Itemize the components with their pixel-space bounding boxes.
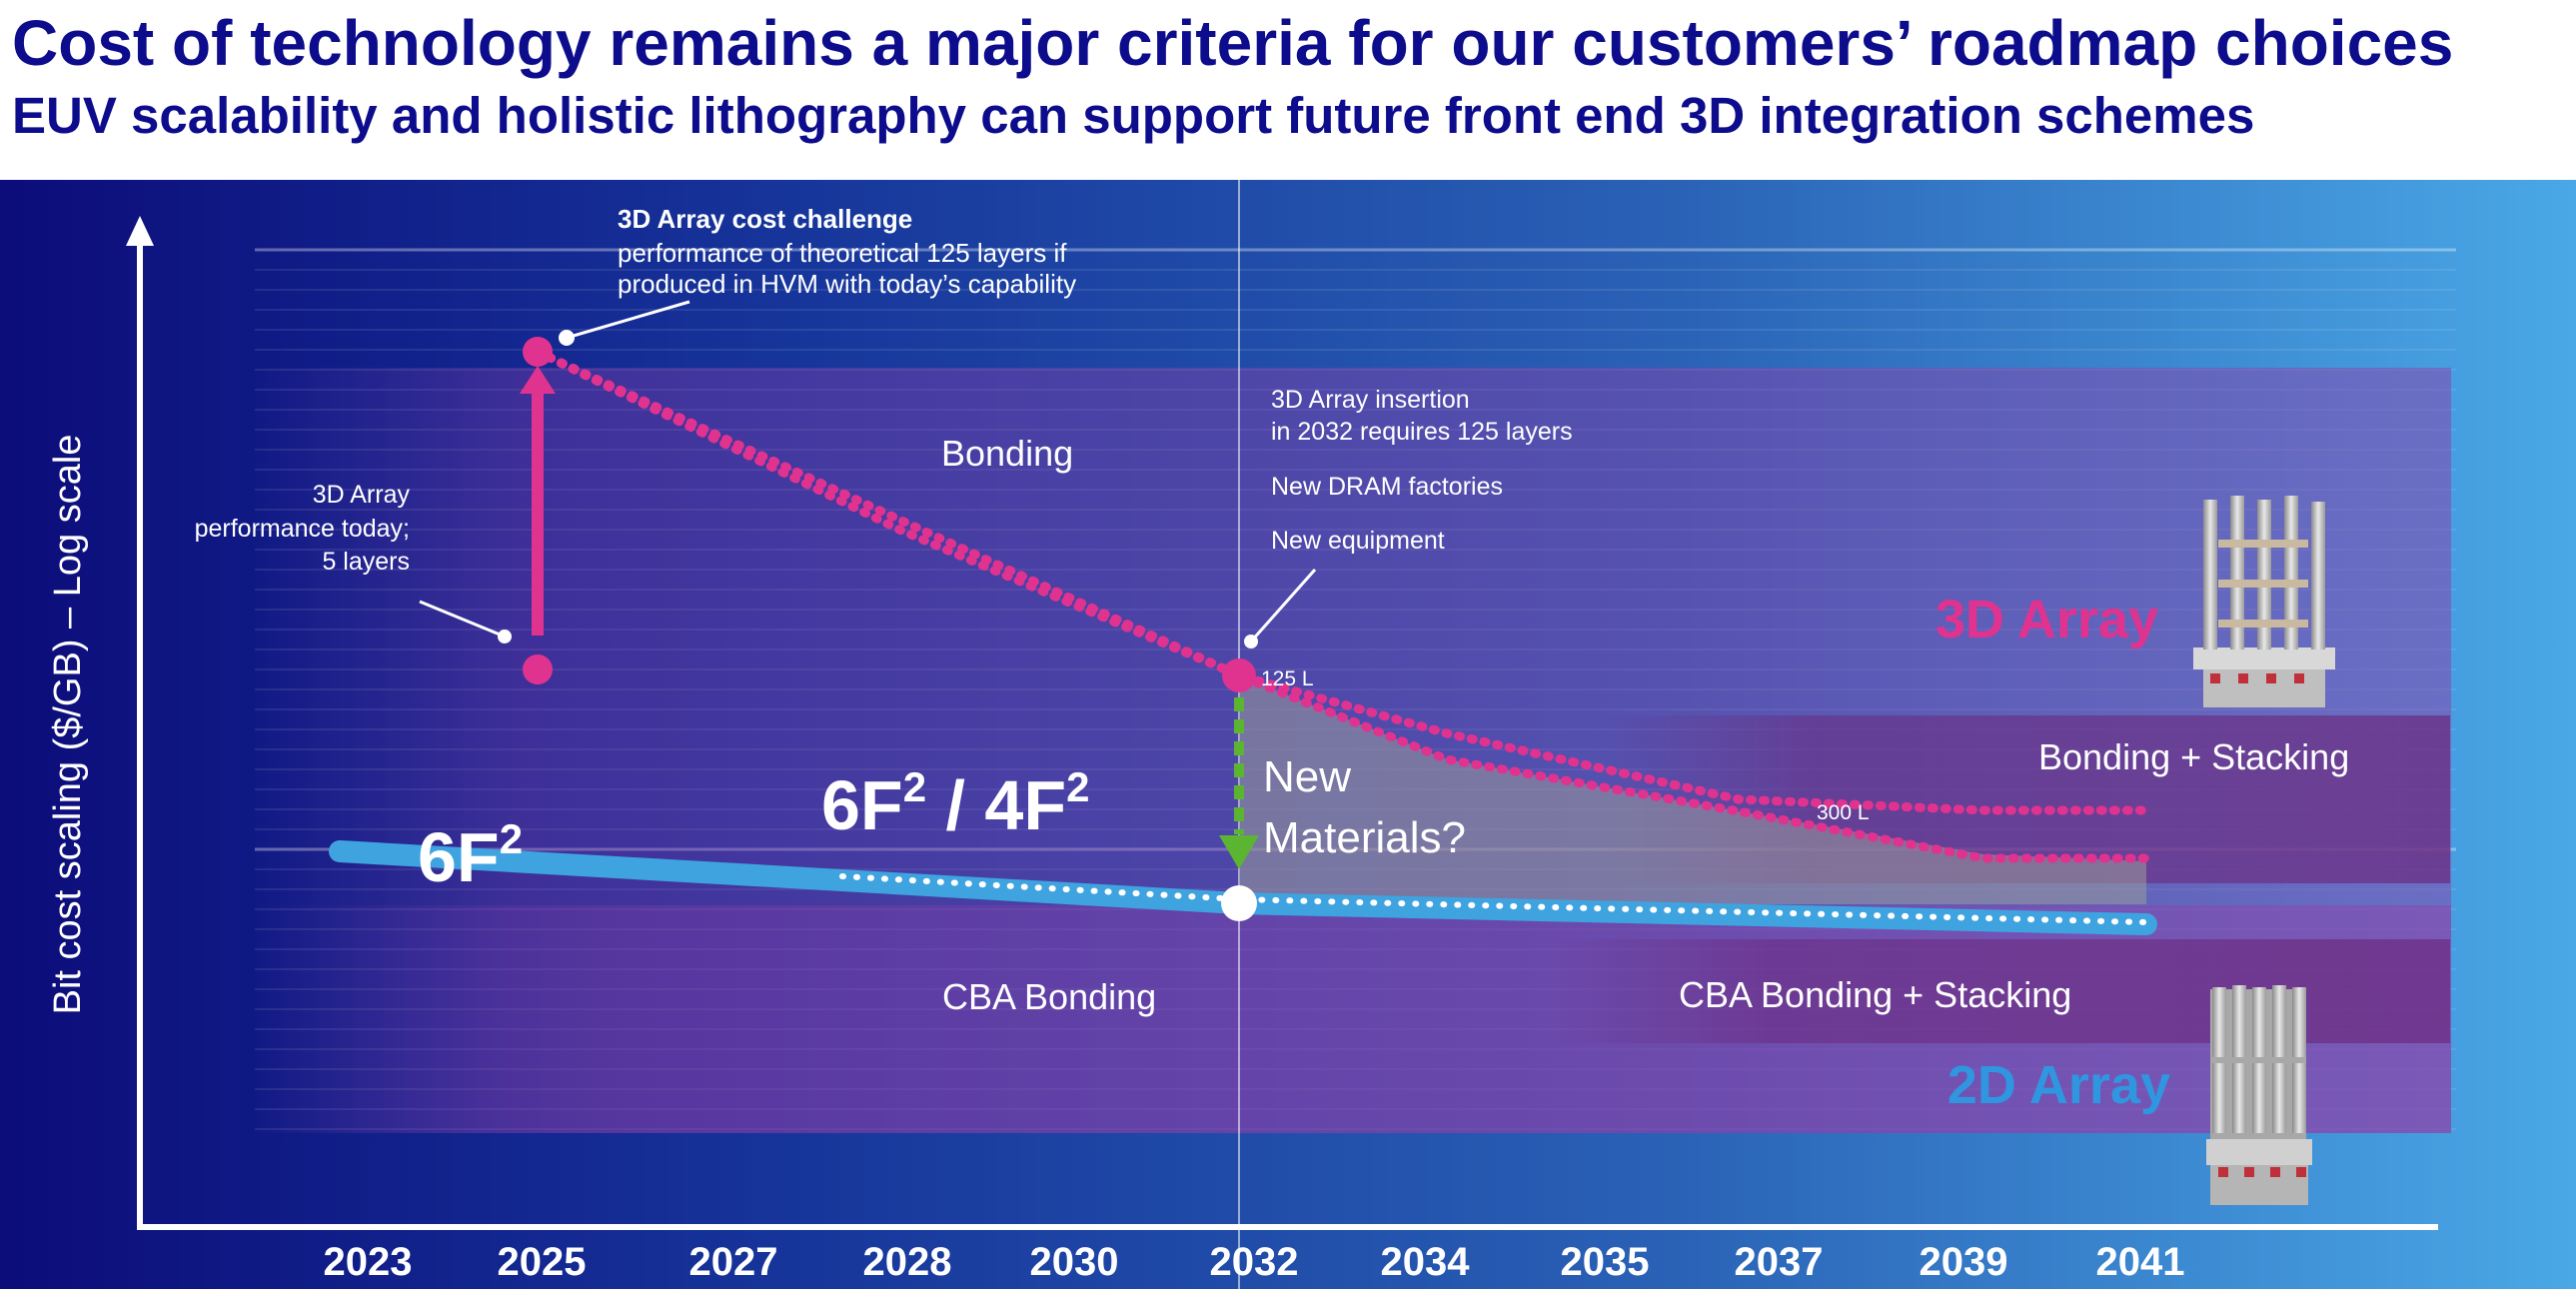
dram-annotation: New DRAM factories: [1271, 473, 1503, 501]
series-3d-array-point-2025-high: [523, 337, 553, 367]
y-axis-arrow: [126, 216, 154, 246]
insertion-leader-dot: [1244, 635, 1258, 648]
x-tick-label: 2035: [1561, 1240, 1650, 1284]
series-2d-array-line-future: [1228, 892, 2157, 935]
challenge-line-2: produced in HVM with today’s capability: [618, 269, 1076, 299]
x-tick-label: 2030: [1030, 1240, 1119, 1284]
challenge-leader-line: [566, 300, 690, 340]
new-materials-line-1: New: [1263, 752, 1351, 801]
today-line-3: 5 layers: [322, 548, 410, 576]
challenge-leader-dot: [559, 330, 575, 346]
equipment-annotation: New equipment: [1271, 527, 1445, 555]
insertion-line-2: in 2032 requires 125 layers: [1271, 418, 1573, 446]
label-300-layers: 300 L: [1817, 801, 1870, 824]
challenge-line-1: performance of theoretical 125 layers if: [618, 238, 1067, 268]
today-leader-dot: [498, 630, 512, 644]
x-tick-label: 2032: [1210, 1240, 1299, 1284]
series-2d-array-line-6f2: [329, 840, 1250, 914]
legend-3d-array: 3D Array: [1935, 590, 2158, 649]
region-label-bonding-stacking: Bonding + Stacking: [2038, 736, 2349, 777]
new-materials-arrow-head: [1219, 835, 1259, 869]
series-label-6f2: 6F2: [418, 815, 523, 896]
3d-array-structure-image: [2193, 496, 2335, 707]
x-tick-labels: 2023 2025 2027 2028 2030 2032 2034 2035 2037 2039…: [324, 1240, 2185, 1284]
x-tick-label: 2023: [324, 1240, 413, 1284]
x-tick-label: 2037: [1735, 1240, 1824, 1284]
region-label-bonding: Bonding: [941, 433, 1073, 474]
2d-array-structure-image: [2206, 985, 2312, 1205]
x-tick-label: 2025: [498, 1240, 587, 1284]
today-line-2: performance today;: [195, 515, 410, 543]
series-3d-array-line-b: [533, 347, 2151, 863]
series-label-6f2-4f2: 6F2 / 4F2: [821, 763, 1089, 844]
region-label-cba-bonding: CBA Bonding: [942, 976, 1156, 1017]
region-label-cba-bonding-stacking: CBA Bonding + Stacking: [1679, 974, 2071, 1015]
y-axis-label: Bit cost scaling ($/GB) – Log scale: [47, 435, 89, 1015]
insertion-line-1: 3D Array insertion: [1271, 386, 1470, 414]
x-tick-label: 2027: [689, 1240, 778, 1284]
series-3d-array-line-a: [533, 347, 2151, 815]
x-tick-label: 2028: [863, 1240, 952, 1284]
series-3d-array-point-2032: [1222, 658, 1256, 692]
challenge-title: 3D Array cost challenge: [618, 204, 912, 234]
series-2d-array: [329, 840, 2157, 935]
header: Cost of technology remains a major crite…: [0, 0, 2576, 180]
chart: Bit cost scaling ($/GB) – Log scale 2023…: [0, 180, 2576, 1289]
page-subtitle: EUV scalability and holistic lithography…: [12, 87, 2255, 144]
insertion-leader-line: [1249, 569, 1317, 643]
x-tick-label: 2041: [2096, 1240, 2185, 1284]
axes: [126, 216, 2438, 1230]
legend-2d-array: 2D Array: [1947, 1055, 2170, 1115]
today-leader-line: [419, 600, 506, 639]
label-125-layers: 125 L: [1261, 667, 1314, 690]
series-2d-array-point-2032: [1221, 885, 1257, 921]
series-3d-array-point-2025-today: [523, 654, 553, 684]
series-3d-array: [520, 337, 2151, 863]
series-3d-array-arrow-head: [520, 366, 556, 394]
x-tick-label: 2039: [1920, 1240, 2008, 1284]
today-line-1: 3D Array: [313, 481, 411, 509]
page-title: Cost of technology remains a major crite…: [12, 7, 2454, 79]
new-materials-line-2: Materials?: [1263, 813, 1466, 862]
x-tick-label: 2034: [1381, 1240, 1471, 1284]
